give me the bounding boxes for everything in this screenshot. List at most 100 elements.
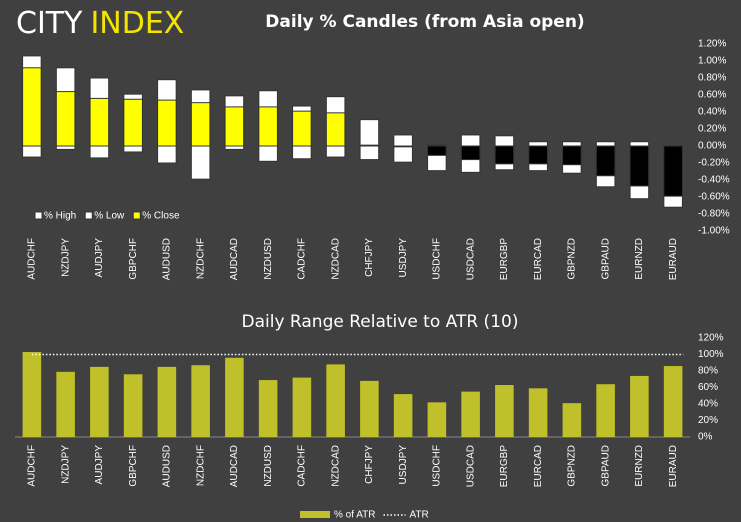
- x-tick-label: USDCHF: [432, 445, 443, 487]
- candle-close: [494, 145, 515, 165]
- x-tick-label: EURNZD: [634, 238, 645, 280]
- candle-close: [22, 67, 42, 147]
- x-tick-label: CHFJPY: [364, 445, 375, 484]
- bar: [461, 391, 480, 437]
- x-tick-label: GBPAUD: [600, 445, 611, 487]
- candle-close: [55, 91, 76, 147]
- bar: [393, 394, 413, 437]
- x-tick-label: NZDCAD: [330, 445, 341, 487]
- y-tick-label: 1.20%: [698, 39, 726, 50]
- candle-close: [663, 145, 683, 197]
- x-tick-label: AUDUSD: [162, 238, 173, 280]
- chart-title: Daily % Candles (from Asia open): [265, 12, 584, 32]
- x-tick-label: USDJPY: [398, 445, 409, 485]
- x-tick-label: CHFJPY: [364, 238, 375, 277]
- candle-range: [393, 134, 413, 163]
- y-tick-label: -1.00%: [698, 226, 730, 237]
- logo-index: INDEX: [90, 6, 184, 41]
- bar: [22, 352, 42, 437]
- y-tick-label: 120%: [698, 333, 724, 344]
- x-tick-label: NZDUSD: [263, 238, 274, 280]
- y-tick-label: 60%: [698, 382, 718, 393]
- candle-close: [292, 110, 312, 147]
- legend-swatch: [84, 211, 93, 220]
- bar: [495, 385, 514, 437]
- candle-close: [427, 145, 447, 156]
- y-tick-label: 0.80%: [698, 73, 726, 84]
- legend-swatch: [300, 511, 330, 518]
- y-tick-label: 1.00%: [698, 56, 726, 67]
- x-tick-label: USDCHF: [432, 238, 443, 280]
- y-tick-label: 0.60%: [698, 90, 726, 101]
- logo-city: CITY: [16, 6, 83, 41]
- bar: [663, 366, 683, 437]
- chart-title: Daily Range Relative to ATR (10): [242, 312, 519, 332]
- bar: [123, 374, 143, 437]
- x-tick-label: GBPAUD: [600, 238, 611, 280]
- y-tick-label: 0%: [698, 432, 713, 443]
- x-tick-label: NZDCHF: [195, 445, 206, 486]
- y-tick-label: -0.40%: [698, 175, 730, 186]
- y-tick-label: -0.80%: [698, 209, 730, 220]
- x-tick-label: AUDJPY: [94, 445, 105, 485]
- legend-swatch: [34, 211, 43, 220]
- candle-range: [359, 119, 380, 161]
- bar: [191, 365, 210, 437]
- x-tick-label: NZDCHF: [195, 238, 206, 279]
- y-tick-label: 80%: [698, 366, 718, 377]
- x-tick-label: EURGBP: [499, 445, 510, 488]
- y-tick-label: 0.20%: [698, 124, 726, 135]
- x-tick-label: EURAUD: [668, 445, 679, 487]
- bar: [258, 380, 278, 437]
- legend-label: % Close: [142, 211, 180, 222]
- x-tick-label: USDJPY: [398, 238, 409, 278]
- candle-close: [89, 97, 110, 147]
- x-tick-label: NZDCAD: [330, 238, 341, 280]
- candle-close: [224, 106, 245, 147]
- y-tick-label: 40%: [698, 399, 718, 410]
- legend-swatch: [132, 211, 141, 220]
- bar: [225, 357, 244, 437]
- bar: [292, 377, 312, 437]
- x-tick-label: CADCHF: [297, 238, 308, 280]
- x-tick-label: AUDCAD: [229, 238, 240, 280]
- candle-close: [190, 102, 211, 147]
- x-tick-label: GBPNZD: [567, 445, 578, 487]
- x-tick-label: NZDUSD: [263, 445, 274, 487]
- x-tick-label: USDCAD: [465, 238, 476, 280]
- candle-close: [528, 145, 548, 165]
- legend-label: ATR: [410, 510, 429, 521]
- x-tick-label: EURNZD: [634, 445, 645, 487]
- candle-close: [325, 112, 346, 147]
- x-tick-label: GBPNZD: [567, 238, 578, 280]
- candle-close: [562, 145, 582, 166]
- x-tick-label: GBPCHF: [128, 445, 139, 487]
- x-tick-label: NZDJPY: [60, 238, 71, 277]
- y-tick-label: 100%: [698, 349, 724, 360]
- legend-label: % Low: [94, 211, 125, 222]
- x-tick-label: AUDCAD: [229, 445, 240, 487]
- bar: [528, 388, 548, 437]
- bar: [360, 380, 379, 437]
- bar: [90, 366, 109, 437]
- legend-label: % of ATR: [334, 510, 376, 521]
- bar: [157, 366, 177, 437]
- bar: [427, 402, 447, 437]
- y-tick-label: -0.60%: [698, 192, 730, 203]
- bar: [326, 364, 345, 437]
- x-tick-label: CADCHF: [297, 445, 308, 487]
- candle-close: [157, 99, 177, 147]
- x-tick-label: AUDUSD: [162, 445, 173, 487]
- y-tick-label: -0.20%: [698, 158, 730, 169]
- y-tick-label: 0.40%: [698, 107, 726, 118]
- candle-close: [460, 145, 481, 161]
- x-tick-label: AUDCHF: [27, 445, 38, 487]
- candle-close: [123, 98, 143, 147]
- x-tick-label: EURGBP: [499, 238, 510, 281]
- x-tick-label: GBPCHF: [128, 238, 139, 280]
- y-tick-label: 0.00%: [698, 141, 726, 152]
- x-tick-label: EURAUD: [668, 238, 679, 280]
- bar: [630, 375, 649, 437]
- candle-close: [629, 145, 650, 187]
